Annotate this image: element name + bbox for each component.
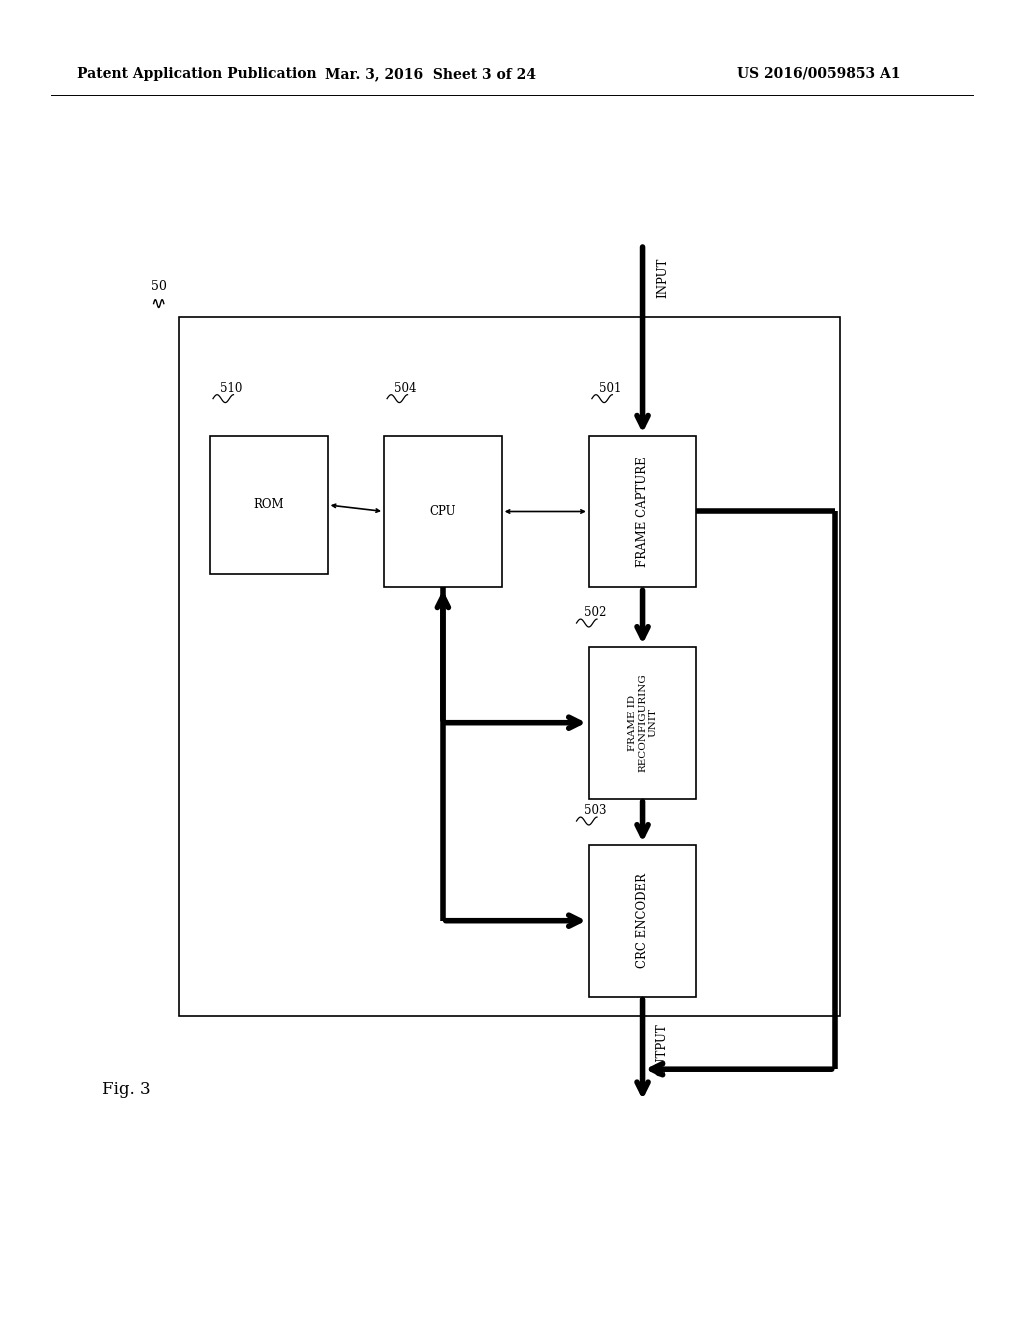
Text: US 2016/0059853 A1: US 2016/0059853 A1 (737, 67, 901, 81)
Bar (589, 845, 696, 997)
Bar (210, 436, 328, 574)
Bar (589, 647, 696, 799)
Bar (179, 317, 840, 1016)
Bar (384, 436, 502, 587)
Text: 50: 50 (151, 280, 167, 293)
Text: Patent Application Publication: Patent Application Publication (77, 67, 316, 81)
Text: 510: 510 (220, 381, 243, 395)
Text: Mar. 3, 2016  Sheet 3 of 24: Mar. 3, 2016 Sheet 3 of 24 (325, 67, 536, 81)
Text: INPUT: INPUT (655, 257, 669, 298)
Text: FRAME CAPTURE: FRAME CAPTURE (636, 457, 649, 566)
Text: 503: 503 (584, 804, 606, 817)
Bar (589, 436, 696, 587)
Text: FRAME ID
RECONFIGURING
UNIT: FRAME ID RECONFIGURING UNIT (628, 673, 657, 772)
Text: Fig. 3: Fig. 3 (102, 1081, 151, 1097)
Text: 501: 501 (599, 381, 622, 395)
Text: CRC ENCODER: CRC ENCODER (636, 874, 649, 968)
Text: CPU: CPU (430, 506, 456, 517)
Text: 502: 502 (584, 606, 606, 619)
Text: 504: 504 (394, 381, 417, 395)
Text: ROM: ROM (254, 499, 284, 511)
Text: OUTPUT: OUTPUT (655, 1023, 669, 1076)
